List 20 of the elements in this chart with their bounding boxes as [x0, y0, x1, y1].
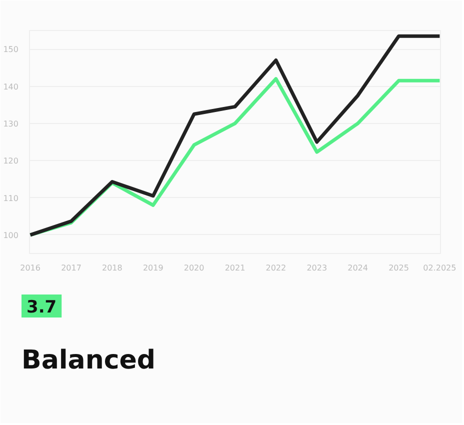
text: Balanced [22, 346, 156, 376]
x-tick-label: 2024 [348, 264, 368, 272]
x-tick-label: 2017 [61, 264, 82, 272]
y-tick-label: 140 [3, 82, 19, 92]
x-tick-label: 2018 [102, 264, 122, 272]
y-tick-label: 100 [3, 230, 19, 240]
x-tick-label: 02.2025 [423, 264, 456, 272]
x-tick-label: 2023 [306, 264, 328, 272]
text: 3.7 [26, 298, 57, 318]
x-tick-label: 2019 [142, 264, 164, 272]
line-series [30, 34, 440, 237]
x-tick-label: 2021 [224, 264, 246, 272]
y-tick-label: 130 [3, 119, 19, 128]
y-tick-label: 110 [3, 194, 19, 203]
x-tick-label: 2025 [388, 264, 409, 272]
x-tick-label: 2016 [20, 264, 40, 272]
x-tick-label: 2022 [266, 264, 286, 272]
y-tick-label: 150 [3, 45, 19, 54]
x-tick-label: 2020 [184, 264, 204, 272]
y-tick-label: 120 [3, 156, 19, 166]
